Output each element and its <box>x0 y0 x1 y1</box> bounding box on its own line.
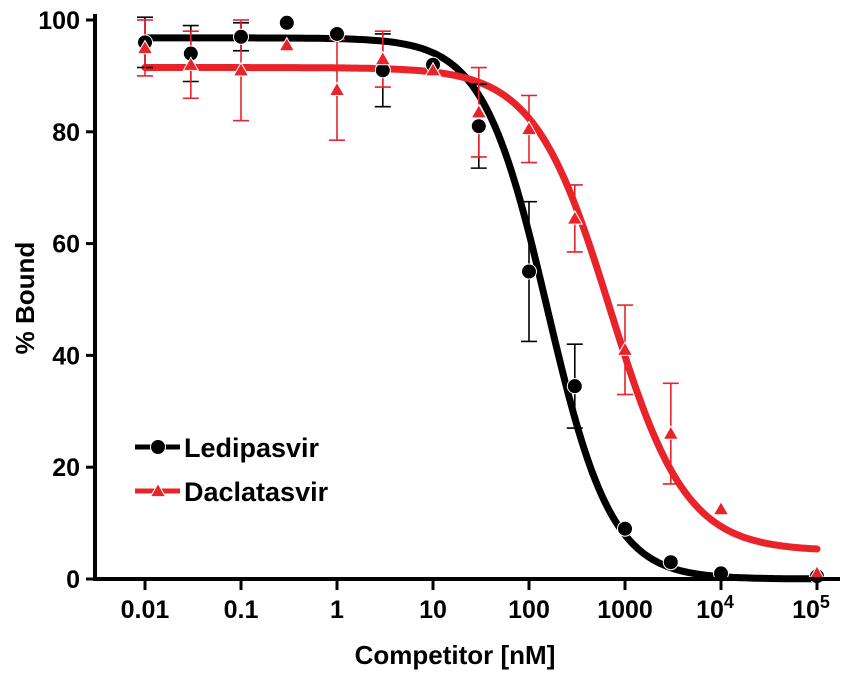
fit-curves <box>141 34 821 583</box>
legend-marker-ledipasvir <box>150 439 166 455</box>
data-point-daclatasvir <box>328 81 346 96</box>
data-point-ledipasvir <box>278 14 295 31</box>
axes <box>93 14 840 581</box>
x-tick-label: 1000 <box>597 596 653 624</box>
y-tick-label: 100 <box>38 7 80 35</box>
data-point-ledipasvir <box>617 520 633 537</box>
fit-curve-daclatasvir <box>141 64 821 553</box>
x-tick-label: 10 <box>419 596 447 624</box>
x-tick-label: 0.1 <box>224 596 259 624</box>
legend-label-ledipasvir: Ledipasvir <box>184 433 320 463</box>
legend-label-daclatasvir: Daclatasvir <box>184 477 329 507</box>
x-axis-title: Competitor [nM] <box>355 640 556 670</box>
y-tick-label: 40 <box>52 342 80 370</box>
data-point-daclatasvir <box>566 209 584 225</box>
data-point-daclatasvir <box>232 61 250 77</box>
legend-item-daclatasvir: Daclatasvir <box>135 477 329 507</box>
ticks: 0 20 40 60 80 100 0.01 0.1 1 10 100 1000 104 105 <box>38 7 830 624</box>
data-point-ledipasvir <box>233 28 249 45</box>
y-tick-label: 80 <box>52 119 80 147</box>
data-point-daclatasvir <box>520 120 538 136</box>
y-axis-title: % Bound <box>10 242 40 355</box>
x-tick-label: 100 <box>508 596 550 624</box>
error-bars <box>137 16 679 485</box>
data-point-daclatasvir <box>136 39 154 55</box>
data-point-daclatasvir <box>470 103 488 119</box>
y-tick-label: 0 <box>66 566 80 594</box>
data-point-ledipasvir <box>521 263 537 280</box>
data-points <box>136 14 826 585</box>
data-point-ledipasvir <box>566 378 583 395</box>
data-point-daclatasvir <box>662 425 680 440</box>
data-point-daclatasvir <box>374 50 392 66</box>
x-tick-label: 105 <box>792 592 830 624</box>
x-tick-label: 1 <box>330 596 344 624</box>
data-point-daclatasvir <box>616 341 634 356</box>
legend: Ledipasvir Daclatasvir <box>135 433 329 507</box>
x-tick-label: 0.01 <box>121 596 170 624</box>
y-tick-label: 60 <box>52 231 80 259</box>
data-point-ledipasvir <box>329 25 345 42</box>
legend-marker-ledipasvir <box>150 439 166 455</box>
x-tick-label: 104 <box>696 592 734 624</box>
data-point-daclatasvir <box>424 61 442 77</box>
fit-curve-ledipasvir <box>141 34 821 583</box>
data-point-ledipasvir <box>470 118 487 135</box>
data-point-daclatasvir <box>182 56 200 71</box>
data-point-daclatasvir <box>278 36 296 52</box>
data-point-daclatasvir <box>712 500 730 516</box>
y-tick-label: 20 <box>52 454 80 482</box>
legend-marker-daclatasvir <box>149 482 167 498</box>
legend-marker-daclatasvir <box>149 482 167 498</box>
legend-item-ledipasvir: Ledipasvir <box>135 433 320 463</box>
data-point-ledipasvir <box>662 554 679 571</box>
